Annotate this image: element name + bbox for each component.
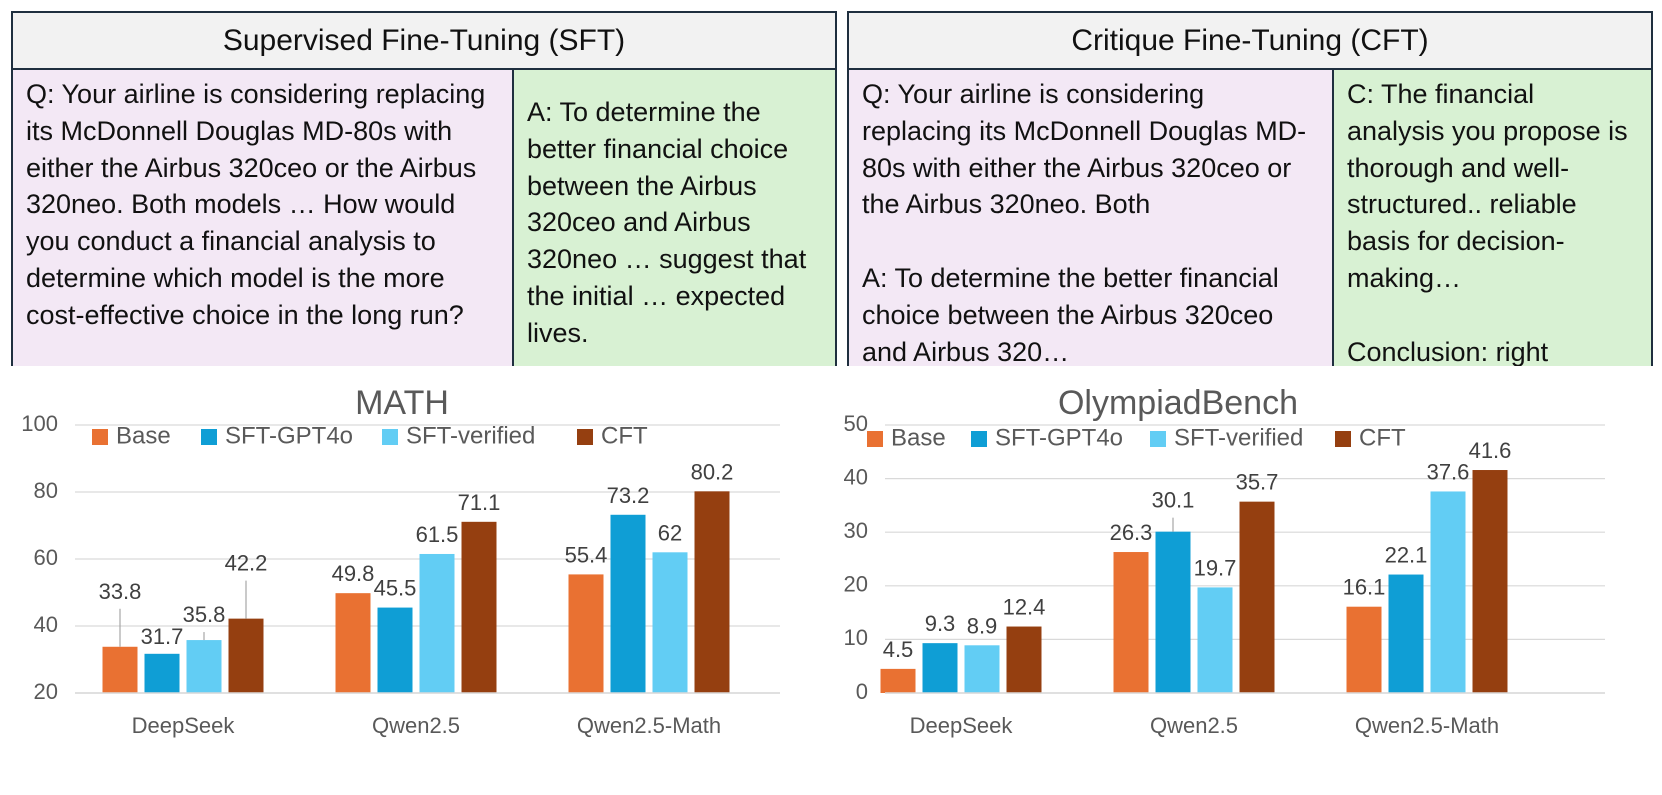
olympiadbench-data-label-sft-verified-deepseek: 8.9 [967, 613, 998, 638]
cft-question-answer-text: Q: Your airline is considering replacing… [849, 70, 1334, 366]
math-data-label-sft-verified-qwen2-5-math: 62 [658, 520, 682, 545]
olympiadbench-legend-swatch-sft-verified [1150, 431, 1166, 447]
cft-panel: Critique Fine-Tuning (CFT) Q: Your airli… [847, 11, 1653, 366]
olympiadbench-x-tick-label-deepseek: DeepSeek [910, 713, 1014, 738]
olympiadbench-bar-cft-deepseek [1006, 626, 1042, 693]
olympiadbench-x-tick-label-qwen2-5-math: Qwen2.5-Math [1355, 713, 1499, 738]
math-legend-swatch-sft-verified [382, 429, 398, 445]
olympiadbench-bar-base-qwen2-5 [1113, 552, 1149, 693]
math-bar-sft-verified-qwen2-5 [419, 553, 455, 693]
olympiadbench-chart-svg: OlympiadBench 0 10 20 30 40 50 4.5 26.3 16.1 9.3 30… [844, 384, 1605, 738]
math-bar-base-qwen2-5-math [568, 574, 604, 693]
math-bar-sft-verified-qwen2-5-math [652, 552, 688, 693]
math-bar-sft-verified-deepseek [186, 640, 222, 693]
olympiadbench-data-label-cft-qwen2-5: 35.7 [1236, 470, 1279, 495]
math-y-tick-label: 60 [34, 545, 58, 570]
olympiadbench-legend-swatch-cft [1335, 431, 1351, 447]
cft-panel-body: Q: Your airline is considering replacing… [849, 70, 1651, 366]
math-x-tick-label-qwen2-5: Qwen2.5 [372, 713, 460, 738]
olympiadbench-data-label-base-deepseek: 4.5 [883, 637, 914, 662]
math-bar-sft-gpt4o-qwen2-5 [377, 607, 413, 693]
math-bar-base-qwen2-5 [335, 593, 371, 693]
olympiadbench-legend-swatch-sft-gpt4o [971, 431, 987, 447]
olympiadbench-data-label-cft-qwen2-5-math: 41.6 [1469, 438, 1512, 463]
math-bar-cft-deepseek [228, 618, 264, 693]
math-legend-label-base: Base [116, 422, 171, 449]
olympiadbench-chart-title: OlympiadBench [1058, 384, 1298, 422]
olympiadbench-data-label-base-qwen2-5: 26.3 [1110, 520, 1153, 545]
math-bar-sft-gpt4o-qwen2-5-math [610, 514, 646, 693]
math-bar-cft-qwen2-5 [461, 521, 497, 693]
math-data-label-base-qwen2-5: 49.8 [332, 561, 375, 586]
olympiadbench-y-tick-label: 30 [844, 518, 868, 543]
math-data-label-base-qwen2-5-math: 55.4 [565, 542, 608, 567]
math-y-tick-label: 100 [21, 411, 58, 436]
olympiadbench-legend-label-base: Base [891, 424, 946, 451]
math-chart: MATH 20 40 60 80 100 33.8 49.8 55.4 31.7 45.5 73.2 3… [0, 380, 840, 790]
math-x-tick-label-deepseek: DeepSeek [132, 713, 236, 738]
math-data-label-sft-verified-qwen2-5: 61.5 [416, 522, 459, 547]
math-data-label-sft-gpt4o-qwen2-5: 45.5 [374, 576, 417, 601]
olympiadbench-bar-sft-verified-deepseek [964, 645, 1000, 693]
olympiadbench-bar-sft-gpt4o-deepseek [922, 643, 958, 693]
olympiadbench-legend-label-sft-gpt4o: SFT-GPT4o [995, 424, 1123, 451]
sft-panel-title: Supervised Fine-Tuning (SFT) [13, 13, 835, 70]
math-bar-cft-qwen2-5-math [694, 491, 730, 693]
sft-answer-text: A: To determine the better financial cho… [514, 70, 835, 366]
sft-question-text: Q: Your airline is considering replacing… [13, 70, 514, 366]
olympiadbench-y-tick-label: 0 [856, 679, 868, 704]
math-legend-swatch-base [92, 429, 108, 445]
math-data-label-sft-verified-deepseek: 35.8 [183, 602, 226, 627]
olympiadbench-data-label-sft-gpt4o-qwen2-5-math: 22.1 [1385, 543, 1428, 568]
math-legend-swatch-cft [577, 429, 593, 445]
olympiadbench-y-tick-label: 10 [844, 625, 868, 650]
olympiadbench-bar-base-qwen2-5-math [1346, 606, 1382, 693]
math-legend-label-sft-verified: SFT-verified [406, 422, 535, 449]
math-bar-sft-gpt4o-deepseek [144, 653, 180, 693]
math-x-tick-label-qwen2-5-math: Qwen2.5-Math [577, 713, 721, 738]
olympiadbench-y-tick-label: 50 [844, 411, 868, 436]
math-data-label-cft-qwen2-5-math: 80.2 [691, 459, 734, 484]
math-y-tick-label: 40 [34, 612, 58, 637]
olympiadbench-data-label-base-qwen2-5-math: 16.1 [1343, 575, 1386, 600]
olympiadbench-y-tick-label: 40 [844, 464, 868, 489]
olympiadbench-data-label-cft-deepseek: 12.4 [1003, 595, 1046, 620]
sft-panel: Supervised Fine-Tuning (SFT) Q: Your air… [11, 11, 837, 366]
math-chart-svg: MATH 20 40 60 80 100 33.8 49.8 55.4 31.7 45.5 73.2 3… [21, 384, 780, 738]
olympiadbench-bar-sft-verified-qwen2-5 [1197, 587, 1233, 693]
olympiadbench-data-label-sft-gpt4o-deepseek: 9.3 [925, 611, 956, 636]
olympiadbench-bar-sft-verified-qwen2-5-math [1430, 491, 1466, 693]
olympiadbench-bar-sft-gpt4o-qwen2-5-math [1388, 574, 1424, 693]
math-chart-title: MATH [355, 384, 449, 422]
math-legend-label-sft-gpt4o: SFT-GPT4o [225, 422, 353, 449]
olympiadbench-legend-swatch-base [867, 431, 883, 447]
olympiadbench-bar-base-deepseek [880, 668, 916, 693]
olympiadbench-y-tick-label: 20 [844, 572, 868, 597]
olympiadbench-bar-sft-gpt4o-qwen2-5 [1155, 531, 1191, 693]
olympiadbench-data-label-sft-gpt4o-qwen2-5: 30.1 [1152, 488, 1195, 513]
cft-panel-title: Critique Fine-Tuning (CFT) [849, 13, 1651, 70]
olympiadbench-bar-cft-qwen2-5-math [1472, 470, 1508, 693]
cft-critique-text: C: The financial analysis you propose is… [1334, 70, 1651, 366]
math-legend-label-cft: CFT [601, 422, 648, 449]
math-y-tick-label: 80 [34, 478, 58, 503]
olympiadbench-bar-cft-qwen2-5 [1239, 501, 1275, 693]
olympiadbench-chart: OlympiadBench 0 10 20 30 40 50 4.5 26.3 16.1 9.3 30… [830, 380, 1662, 790]
math-legend-swatch-sft-gpt4o [201, 429, 217, 445]
olympiadbench-legend-label-cft: CFT [1359, 424, 1406, 451]
olympiadbench-data-label-sft-verified-qwen2-5-math: 37.6 [1427, 459, 1470, 484]
olympiadbench-data-label-sft-verified-qwen2-5: 19.7 [1194, 555, 1237, 580]
math-data-label-cft-qwen2-5: 71.1 [458, 490, 501, 515]
math-data-label-base-deepseek: 33.8 [99, 579, 142, 604]
math-y-tick-label: 20 [34, 679, 58, 704]
math-data-label-sft-gpt4o-deepseek: 31.7 [141, 624, 184, 649]
olympiadbench-x-tick-label-qwen2-5: Qwen2.5 [1150, 713, 1238, 738]
olympiadbench-legend-label-sft-verified: SFT-verified [1174, 424, 1303, 451]
math-data-label-sft-gpt4o-qwen2-5-math: 73.2 [607, 483, 650, 508]
math-data-label-cft-deepseek: 42.2 [225, 551, 268, 576]
math-bar-base-deepseek [102, 646, 138, 693]
sft-panel-body: Q: Your airline is considering replacing… [13, 70, 835, 366]
